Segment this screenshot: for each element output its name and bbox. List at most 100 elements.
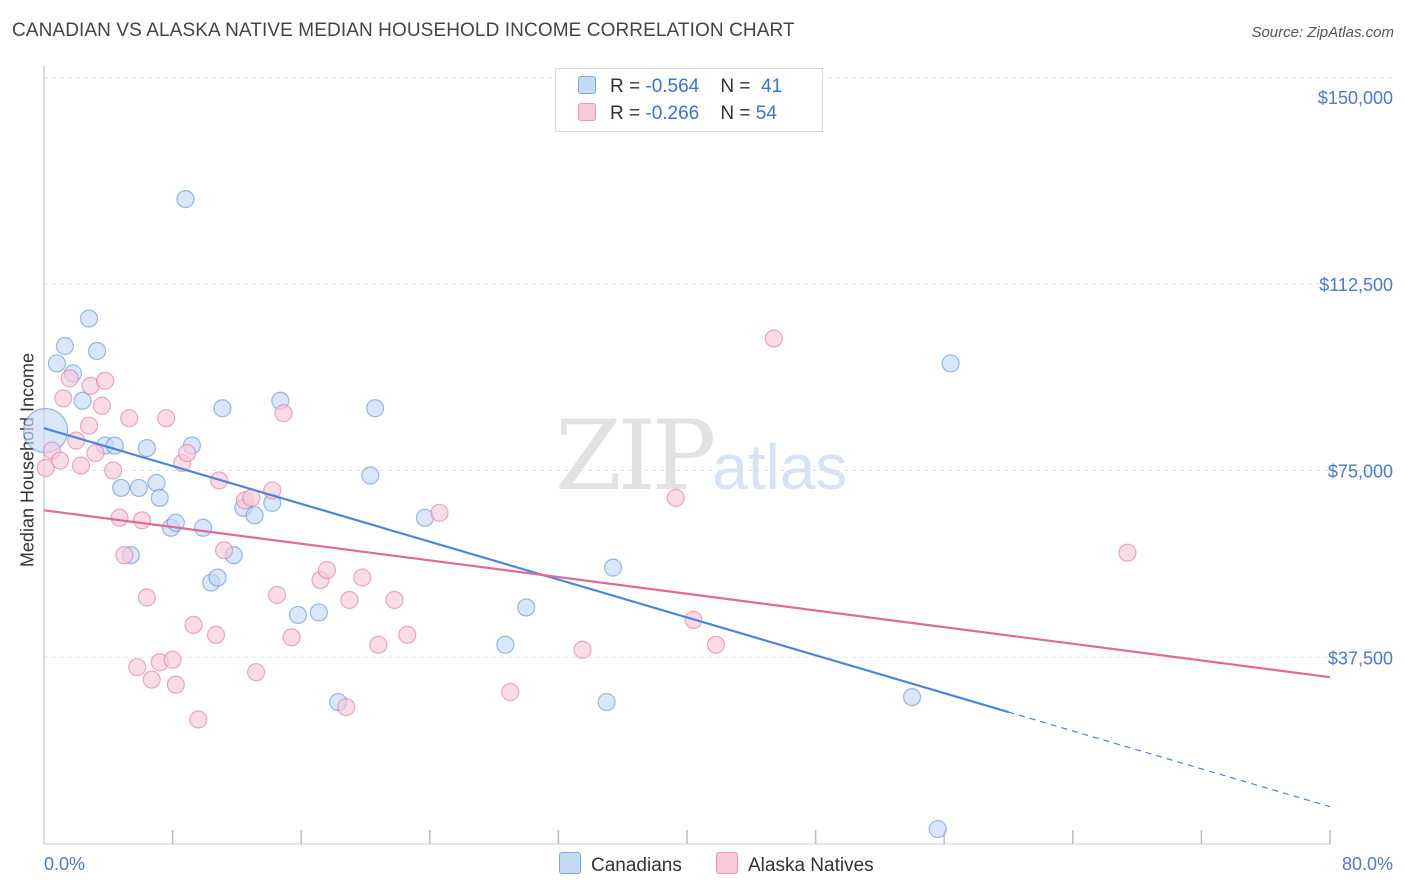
bottom-legend-alaska-natives: Alaska Natives xyxy=(716,852,874,877)
bottom-legend-label: Alaska Natives xyxy=(748,855,874,876)
alaska-natives-point xyxy=(166,675,185,694)
canadians-point xyxy=(129,478,148,498)
canadians-point xyxy=(496,635,515,654)
x-tick-label: 80.0% xyxy=(1342,854,1393,874)
alaska-natives-point xyxy=(104,461,123,480)
canadians-point xyxy=(517,598,536,617)
alaska-natives-point xyxy=(120,409,139,428)
alaska-natives-point xyxy=(71,456,91,475)
canadians-point xyxy=(597,692,616,712)
x-tick-label: 0.0% xyxy=(44,854,85,874)
alaska-natives-point xyxy=(189,710,208,729)
alaska-natives-point xyxy=(317,560,337,580)
alaska-natives-trend-line xyxy=(43,509,1331,679)
alaska-natives-point xyxy=(274,404,293,423)
canadians-trend-line xyxy=(43,427,1009,714)
y-tick-label: $37,500 xyxy=(1328,648,1393,668)
alaska-natives-point xyxy=(385,590,404,610)
legend-n-label: N = xyxy=(720,76,756,97)
alaska-natives-point xyxy=(369,635,388,654)
canadians-point xyxy=(902,687,922,707)
bottom-legend-swatch-canadians xyxy=(559,852,581,874)
canadians-point xyxy=(73,391,92,410)
alaska-natives-point xyxy=(247,663,266,682)
alaska-natives-point xyxy=(36,458,55,478)
chart-title: CANADIAN VS ALASKA NATIVE MEDIAN HOUSEHO… xyxy=(12,20,795,41)
canadians-point xyxy=(213,399,232,418)
alaska-natives-point xyxy=(157,409,176,428)
alaska-natives-point xyxy=(67,431,86,450)
alaska-natives-point xyxy=(86,443,105,463)
canadians-point xyxy=(55,336,74,356)
canadians-point xyxy=(366,399,385,418)
alaska-natives-point xyxy=(184,615,203,634)
alaska-natives-point xyxy=(1118,543,1137,562)
alaska-natives-point xyxy=(666,488,685,507)
legend-row-alaska-natives: R = -0.266 N = 54 xyxy=(578,103,777,127)
legend-swatch-alaska-natives xyxy=(578,103,596,121)
watermark-atlas: atlas xyxy=(712,431,848,503)
chart-source: Source: ZipAtlas.com xyxy=(1251,24,1394,41)
legend-r-label: R = xyxy=(610,76,646,97)
alaska-natives-point xyxy=(214,541,234,560)
watermark-zip: ZIP xyxy=(555,400,716,512)
alaska-natives-point xyxy=(128,658,147,677)
alaska-natives-point xyxy=(706,635,726,654)
alaska-natives-point xyxy=(501,683,520,702)
alaska-natives-point xyxy=(177,443,197,463)
legend-r-value: -0.564 xyxy=(645,76,700,97)
alaska-natives-point xyxy=(206,625,226,644)
y-tick-label: $75,000 xyxy=(1328,462,1393,482)
alaska-natives-point xyxy=(50,451,70,470)
legend-n-label: N = xyxy=(720,103,756,124)
alaska-natives-point xyxy=(137,588,156,607)
alaska-natives-point xyxy=(267,585,287,605)
alaska-natives-point xyxy=(573,640,592,659)
legend-row-canadians: R = -0.564 N = 41 xyxy=(578,76,782,100)
legend-r-value: -0.266 xyxy=(645,103,700,124)
legend-n-value: 54 xyxy=(755,103,777,124)
canadians-point xyxy=(288,605,308,625)
alaska-natives-point xyxy=(163,650,182,669)
alaska-natives-point xyxy=(110,508,129,527)
canadians-point xyxy=(147,473,166,493)
canadians-point xyxy=(137,438,156,458)
canadians-point xyxy=(245,506,264,525)
alaska-natives-point xyxy=(95,371,115,390)
alaska-natives-point xyxy=(353,568,372,587)
alaska-natives-point xyxy=(92,396,111,415)
canadians-point xyxy=(79,309,99,328)
canadians-point xyxy=(47,354,66,373)
alaska-natives-point xyxy=(115,546,134,565)
alaska-natives-point xyxy=(764,329,783,348)
alaska-natives-point xyxy=(60,369,79,388)
alaska-natives-point xyxy=(54,389,73,408)
canadians-point xyxy=(208,568,227,587)
canadians-point xyxy=(194,518,213,537)
canadians-point xyxy=(603,558,623,577)
bottom-legend-label: Canadians xyxy=(591,855,682,876)
stats-legend: R = -0.564 N = 41 R = -0.266 N = 54 xyxy=(555,68,823,132)
canadians-point xyxy=(309,603,328,622)
alaska-natives-point xyxy=(398,625,417,644)
alaska-natives-point xyxy=(430,503,449,522)
bottom-legend-swatch-alaska-natives xyxy=(716,852,738,874)
alaska-natives-point xyxy=(340,590,359,610)
y-tick-label: $112,500 xyxy=(1319,275,1393,295)
legend-swatch-canadians xyxy=(578,76,596,94)
bottom-legend-canadians: Canadians xyxy=(559,852,682,877)
y-tick-label: $150,000 xyxy=(1318,88,1393,108)
canadians-point xyxy=(928,819,947,839)
canadians-point xyxy=(176,189,195,209)
alaska-natives-point xyxy=(282,628,301,647)
alaska-natives-point xyxy=(142,670,161,689)
legend-r-label: R = xyxy=(610,103,646,124)
canadians-point xyxy=(150,488,169,507)
watermark: ZIPatlas xyxy=(555,400,847,512)
canadians-trend-extension xyxy=(1008,711,1331,808)
alaska-natives-point xyxy=(79,416,99,435)
canadians-point xyxy=(361,466,380,485)
alaska-natives-point xyxy=(337,697,356,717)
legend-n-value: 41 xyxy=(761,76,783,97)
canadians-point xyxy=(941,354,960,373)
